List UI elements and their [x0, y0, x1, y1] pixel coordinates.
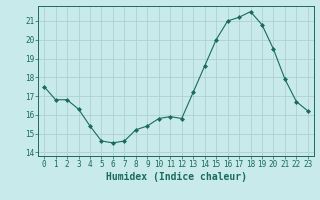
X-axis label: Humidex (Indice chaleur): Humidex (Indice chaleur) — [106, 172, 246, 182]
